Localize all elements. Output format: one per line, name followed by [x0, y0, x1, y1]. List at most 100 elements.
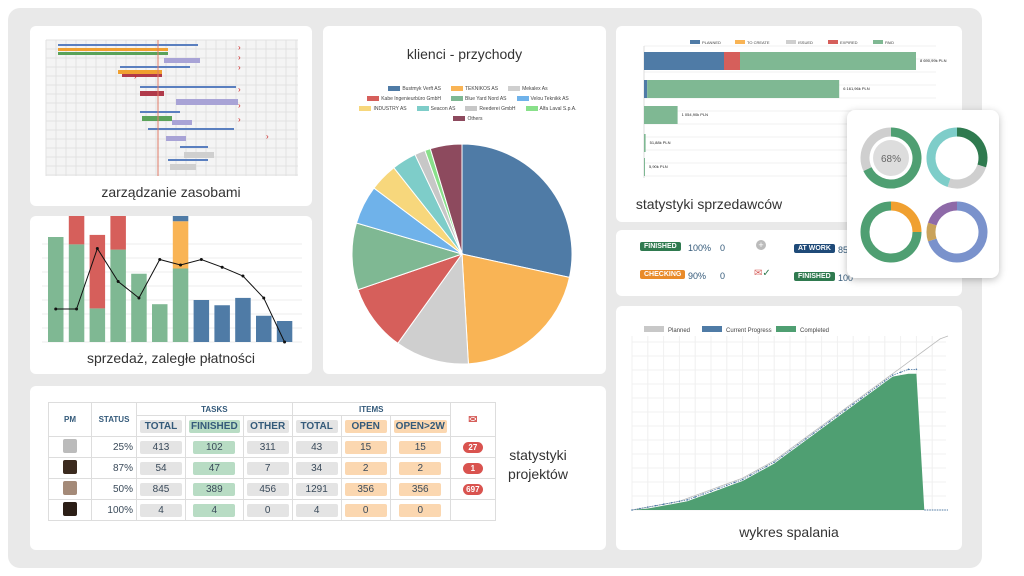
gantt-bar	[168, 159, 208, 161]
sales-bar	[256, 315, 272, 342]
burn-point	[812, 432, 815, 434]
table-cell: 456	[242, 478, 293, 500]
sales-bar	[68, 244, 85, 342]
burn-point	[741, 478, 744, 481]
pie-slice	[397, 252, 469, 365]
table-cell: 389	[185, 478, 244, 500]
mail-badge[interactable]: 27	[462, 441, 483, 453]
burn-legend-label: Planned	[668, 328, 690, 334]
sales-bar	[276, 321, 293, 342]
salesmen-bar	[644, 80, 648, 98]
projects-table: PM STATUS TASKS ITEMS ✉ TOTAL FINISHED O…	[48, 402, 496, 521]
donut-overlay[interactable]: 68%	[847, 110, 999, 278]
gantt-arrow-icon: ›	[238, 85, 241, 94]
table-cell: 2	[340, 457, 391, 479]
sales-bar	[214, 305, 230, 342]
table-cell: 87%	[91, 457, 137, 479]
table-row[interactable]: 50% 845 389 456 1291 356 356 697	[48, 478, 496, 500]
burn-point	[891, 374, 894, 376]
donut-center	[873, 140, 909, 176]
pie-legend-item[interactable]: Blue Yard Nord AS	[450, 94, 507, 104]
table-cell: 0	[340, 499, 391, 521]
pie-legend-item[interactable]: INDUSTRY AS	[359, 104, 407, 114]
gantt-bar	[120, 66, 190, 68]
donut-segment	[890, 201, 922, 233]
pie-legend-item[interactable]: Reederei GmbH	[465, 104, 516, 114]
salesmen-legend-label: PAID	[885, 40, 894, 45]
pie-legend-item[interactable]: Alfa Laval S.p.A.	[525, 104, 577, 114]
sales-point	[262, 296, 266, 300]
donut-segment	[926, 127, 958, 188]
donut-segment	[860, 127, 892, 171]
checking-pct: 90%	[688, 271, 707, 281]
clients-pie	[351, 143, 573, 365]
burn-point	[670, 501, 673, 504]
gantt-bar	[180, 146, 208, 148]
pie-legend-item[interactable]: Velou Teknikk AS	[516, 94, 569, 104]
pie-legend-item[interactable]: Kabe Ingenieurbüro GmbH	[367, 94, 441, 104]
burn-point	[678, 500, 681, 503]
sales-point	[95, 247, 99, 250]
projects-card[interactable]: PM STATUS TASKS ITEMS ✉ TOTAL FINISHED O…	[30, 386, 606, 550]
burn-card[interactable]: Planned Current Progress Completed wykres …	[616, 306, 962, 550]
salesmen-legend-swatch	[735, 40, 745, 44]
finished-tag: FINISHED	[640, 242, 681, 251]
burn-point	[694, 496, 696, 498]
table-cell: 27	[449, 436, 496, 458]
table-cell	[48, 499, 92, 521]
gantt-bar	[170, 164, 196, 170]
salesmen-legend-swatch	[786, 40, 796, 44]
table-cell: 2	[389, 457, 451, 479]
salesmen-bar	[740, 52, 916, 70]
pie-legend-item[interactable]: Mekalex As	[508, 84, 548, 94]
table-cell: 4	[291, 499, 342, 521]
burn-point	[639, 507, 641, 510]
mail-badge[interactable]: 1	[462, 462, 483, 474]
table-row[interactable]: 100% 4 4 0 4 0 0	[48, 499, 496, 521]
clients-card[interactable]: klienci - przychody Bustmyk Verft AS TEKN…	[323, 26, 606, 374]
sub-open: OPEN	[340, 415, 391, 437]
table-cell: 15	[340, 436, 391, 458]
table-row[interactable]: 25% 413 102 311 43 15 15 27	[48, 436, 496, 458]
table-row[interactable]: 87% 54 47 7 34 2 2 1	[48, 457, 496, 479]
sales-bar	[89, 308, 106, 342]
pie-legend-item[interactable]: Seacon AS	[416, 104, 455, 114]
burn-legend-swatch	[702, 326, 722, 332]
avatar	[63, 501, 77, 516]
donut-segment	[860, 201, 922, 263]
finished-pct-2: 100	[838, 273, 854, 283]
pie-slice	[461, 253, 571, 365]
sales-card[interactable]: sprzedaż, zaległe płatności	[30, 216, 312, 374]
tasks-header: TASKS	[136, 402, 293, 416]
burn-point	[915, 368, 918, 371]
table-cell	[48, 457, 92, 479]
donut-segment	[947, 164, 987, 189]
donut-segment	[956, 127, 988, 168]
burn-point	[647, 506, 649, 508]
sales-point	[158, 258, 162, 261]
pie-legend-item[interactable]: Others	[453, 114, 483, 124]
sales-point	[220, 265, 224, 269]
burn-point	[820, 426, 823, 429]
salesmen-caption: statystyki sprzedawców	[635, 196, 783, 212]
burn-completed-area	[632, 373, 925, 510]
burn-legend-label: Completed	[800, 328, 829, 334]
sales-chart	[42, 216, 302, 344]
burn-point	[868, 391, 870, 394]
sub-open2w: OPEN>2W	[389, 415, 451, 437]
salesmen-bar	[644, 134, 646, 152]
pie-legend-item[interactable]: Bustmyk Verft AS	[388, 84, 441, 94]
plus-icon[interactable]: +	[756, 240, 766, 250]
table-cell: 50%	[91, 478, 137, 500]
pie-legend-item[interactable]: TEKNIKOS AS	[450, 84, 498, 94]
burn-point	[836, 414, 839, 417]
gantt-bar	[166, 136, 186, 141]
sub-finished: FINISHED	[185, 415, 244, 437]
table-cell	[48, 436, 92, 458]
gantt-bar	[184, 152, 214, 158]
at-work-pct: 85	[838, 245, 849, 255]
mail-badge[interactable]: 697	[462, 483, 483, 495]
burn-legend-label: Current Progress	[726, 328, 772, 334]
mail-check-icon[interactable]: ✉✓	[754, 268, 771, 279]
resources-card[interactable]: › › › › › › › › zarządzanie zasobami	[30, 26, 312, 206]
